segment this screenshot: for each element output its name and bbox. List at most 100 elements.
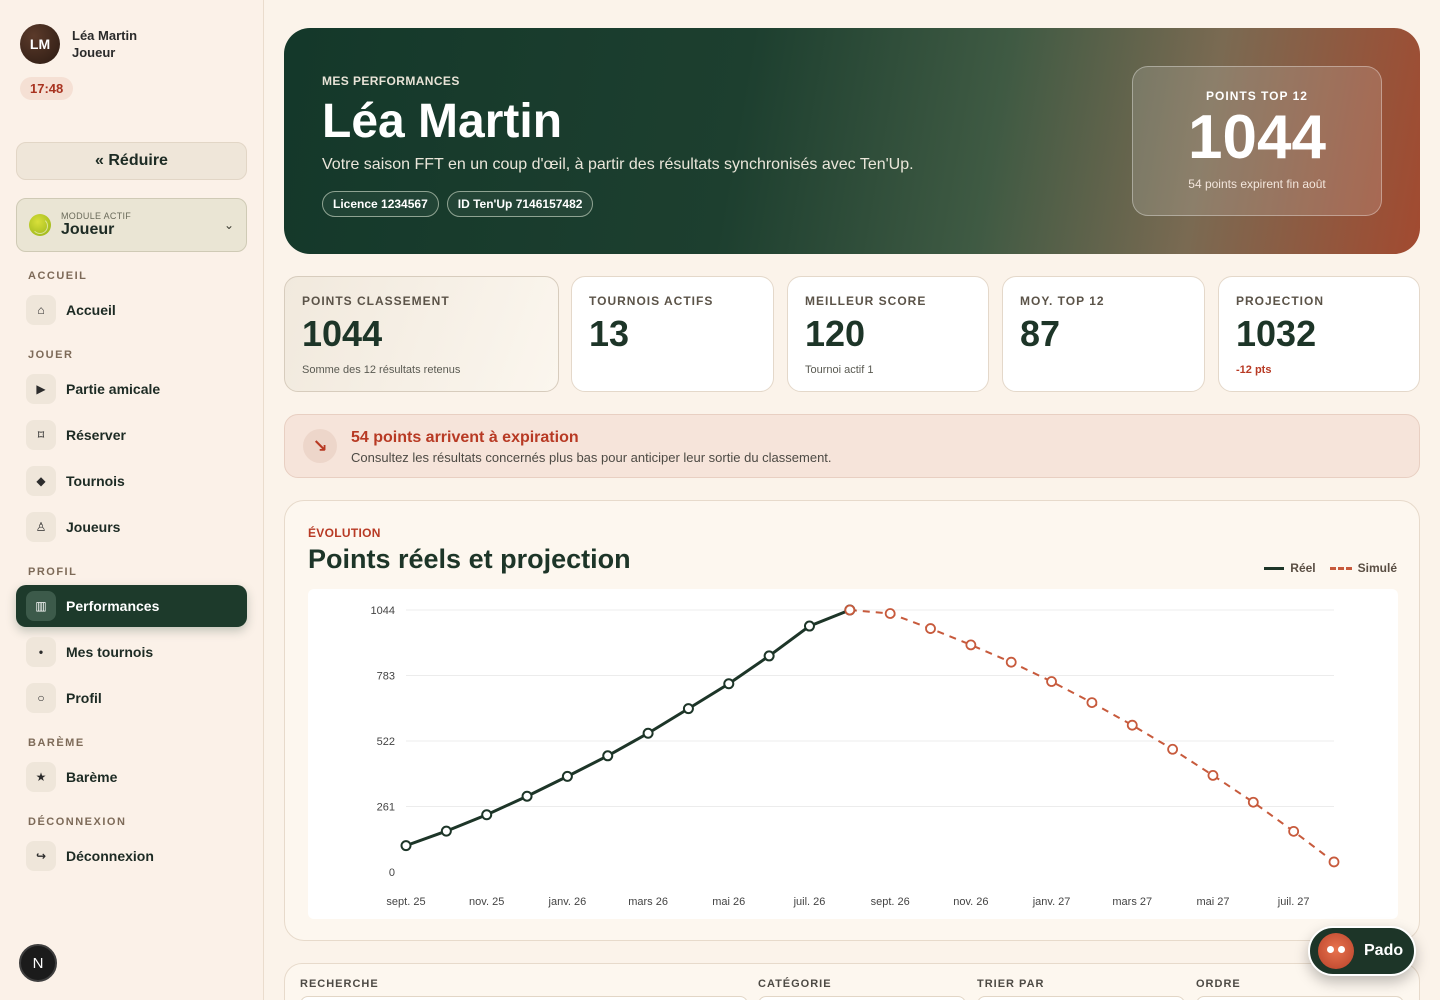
nav-section-accueil: ACCUEIL — [28, 270, 88, 282]
stat-value: 120 — [805, 313, 866, 354]
sidebar-item-label: Réserver — [66, 427, 126, 443]
chart-eyebrow: ÉVOLUTION — [308, 526, 381, 540]
data-point-real — [642, 727, 654, 739]
stat-card-moyenne: MOY. TOP 12 87 — [1002, 276, 1205, 392]
x-tick-label: juil. 27 — [1277, 896, 1310, 908]
order-select[interactable] — [1196, 996, 1404, 1000]
tenup-id-pill: ID Ten'Up 7146157482 — [446, 191, 594, 217]
legend-real: Réel — [1264, 561, 1316, 575]
top12-label: POINTS TOP 12 — [1206, 89, 1308, 103]
y-tick-label: 1044 — [371, 605, 395, 617]
search-input[interactable] — [300, 996, 748, 1000]
data-point-real — [440, 825, 452, 837]
user-role: Joueur — [72, 45, 116, 60]
tennis-ball-icon — [29, 214, 51, 236]
top12-value: 1044 — [1188, 103, 1326, 172]
sidebar-item-label: Mes tournois — [66, 644, 154, 660]
category-select[interactable] — [758, 996, 966, 1000]
sidebar-item-profil[interactable]: ○ Profil — [16, 678, 247, 718]
data-point-simulated — [1207, 769, 1219, 781]
stat-note: -12 pts — [1236, 364, 1272, 376]
stat-card-projection: PROJECTION 1032 -12 pts — [1218, 276, 1420, 392]
data-point-simulated — [1126, 719, 1138, 731]
module-selector[interactable]: MODULE ACTIF Joueur ⌄ — [16, 198, 247, 252]
data-point-simulated — [844, 604, 856, 616]
stat-label: PROJECTION — [1236, 294, 1325, 308]
stat-card-tournois: TOURNOIS ACTIFS 13 — [571, 276, 774, 392]
sidebar-item-bareme[interactable]: ★ Barème — [16, 757, 247, 797]
filter-bar: RECHERCHE CATÉGORIE TRIER PAR ORDRE — [284, 963, 1420, 1000]
x-tick-label: mars 26 — [628, 896, 668, 908]
stat-value: 87 — [1020, 313, 1061, 354]
sidebar-item-mes-tournois[interactable]: • Mes tournois — [16, 632, 247, 672]
user-profile[interactable]: LM Léa Martin Joueur — [20, 24, 137, 64]
expiration-alert: ↘ 54 points arrivent à expiration Consul… — [284, 414, 1420, 478]
assistant-button[interactable]: Pado — [1308, 926, 1416, 976]
sidebar-item-performances[interactable]: ▥ Performances — [16, 585, 247, 627]
nav-section-bareme: BARÈME — [28, 737, 85, 749]
sidebar-item-tournois[interactable]: ◆ Tournois — [16, 461, 247, 501]
data-point-real — [481, 809, 493, 821]
mascot-icon — [1318, 933, 1354, 969]
calendar-icon: ⌑ — [26, 420, 56, 450]
sidebar-item-label: Performances — [66, 598, 160, 614]
reduce-sidebar-button[interactable]: « Réduire — [16, 142, 247, 180]
diamond-icon: ◆ — [26, 466, 56, 496]
search-label: RECHERCHE — [300, 978, 379, 990]
sidebar-item-label: Déconnexion — [66, 848, 154, 864]
data-point-simulated — [1247, 796, 1259, 808]
person-icon: ♙ — [26, 512, 56, 542]
x-tick-label: mars 27 — [1112, 896, 1152, 908]
licence-pill: Licence 1234567 — [322, 191, 439, 217]
series-line-simulated — [849, 609, 1335, 863]
order-label: ORDRE — [1196, 978, 1241, 990]
sidebar-item-label: Tournois — [66, 473, 125, 489]
data-point-simulated — [1328, 856, 1340, 868]
hero-eyebrow: MES PERFORMANCES — [322, 74, 460, 88]
data-point-real — [521, 790, 533, 802]
data-point-simulated — [1086, 697, 1098, 709]
data-point-real — [602, 750, 614, 762]
data-point-real — [723, 678, 735, 690]
stat-note: Somme des 12 résultats retenus — [302, 364, 461, 376]
data-point-real — [763, 650, 775, 662]
stat-label: MOY. TOP 12 — [1020, 294, 1105, 308]
category-label: CATÉGORIE — [758, 978, 832, 990]
chevron-down-icon: ⌄ — [223, 218, 234, 232]
hero-subtitle: Votre saison FFT en un coup d'œil, à par… — [322, 156, 914, 173]
time-badge: 17:48 — [20, 77, 74, 100]
sort-select[interactable] — [977, 996, 1185, 1000]
y-tick-label: 783 — [377, 671, 395, 683]
stat-label: POINTS CLASSEMENT — [302, 294, 450, 308]
x-tick-label: janv. 27 — [1032, 896, 1071, 908]
sidebar-item-deconnexion[interactable]: ↪ Déconnexion — [16, 836, 247, 876]
hero-banner: MES PERFORMANCES Léa Martin Votre saison… — [284, 28, 1420, 254]
user-name: Léa Martin — [72, 28, 138, 43]
data-point-simulated — [884, 608, 896, 619]
y-tick-label: 0 — [389, 867, 395, 879]
y-tick-label: 261 — [377, 802, 395, 814]
sidebar-item-joueurs[interactable]: ♙ Joueurs — [16, 507, 247, 547]
trend-down-icon: ↘ — [303, 429, 337, 463]
x-tick-label: mai 26 — [712, 896, 745, 908]
legend-simulated-label: Simulé — [1357, 561, 1397, 575]
stat-note: Tournoi actif 1 — [805, 364, 874, 376]
data-point-real — [803, 620, 815, 632]
x-tick-label: juil. 26 — [793, 896, 826, 908]
sidebar-item-partie-amicale[interactable]: ▶ Partie amicale — [16, 369, 247, 409]
sidebar-item-accueil[interactable]: ⌂ Accueil — [16, 290, 247, 330]
nav-section-profil: PROFIL — [28, 566, 78, 578]
x-tick-label: nov. 26 — [953, 896, 988, 908]
next-badge[interactable]: N — [19, 944, 57, 982]
data-point-simulated — [1288, 825, 1300, 837]
chart-title: Points réels et projection — [308, 544, 631, 574]
sidebar-item-reserver[interactable]: ⌑ Réserver — [16, 415, 247, 455]
data-point-real — [682, 703, 694, 715]
data-point-real — [561, 770, 573, 782]
stat-label: TOURNOIS ACTIFS — [589, 294, 714, 308]
home-icon: ⌂ — [26, 295, 56, 325]
series-line-real — [405, 608, 851, 848]
legend-real-label: Réel — [1290, 561, 1316, 575]
logout-icon: ↪ — [26, 841, 56, 871]
star-icon: ★ — [26, 762, 56, 792]
